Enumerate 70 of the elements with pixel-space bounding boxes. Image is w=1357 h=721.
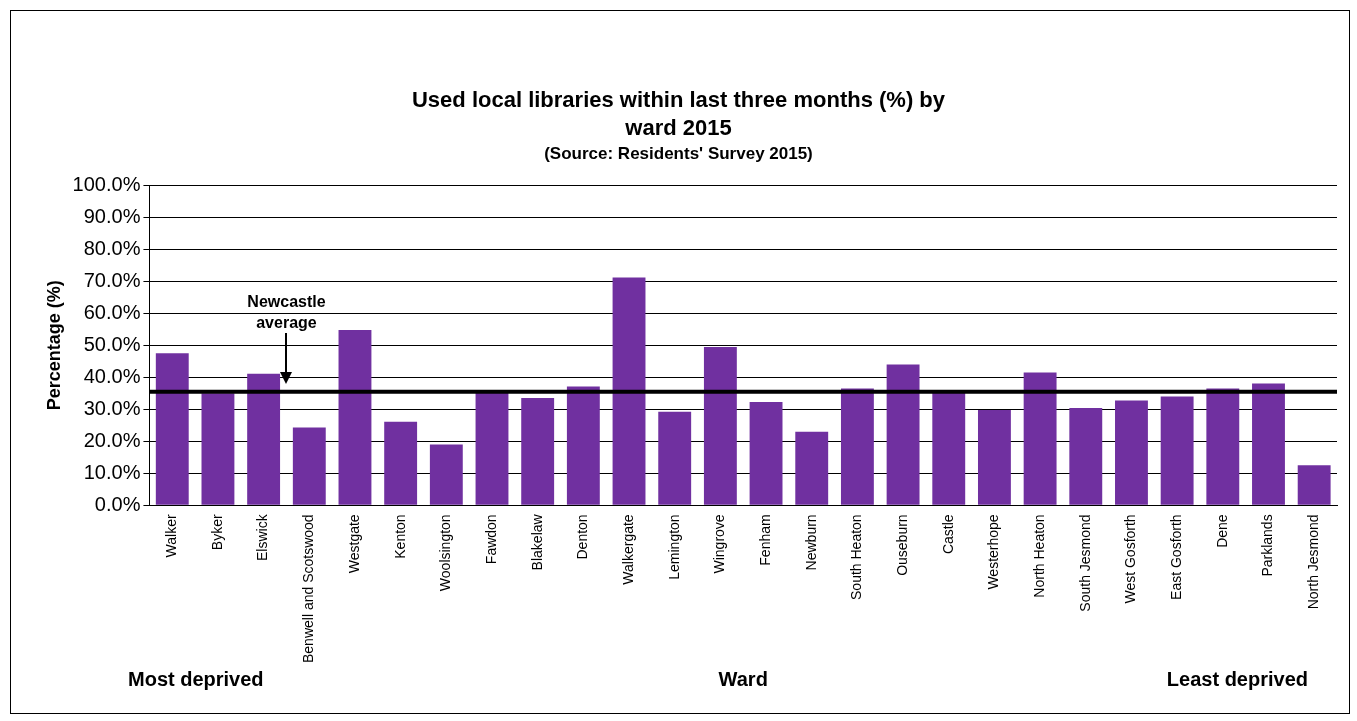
bar [932,391,966,505]
bar [155,353,189,505]
y-axis-title: Percentage (%) [43,280,64,411]
bar [292,427,326,505]
bar [977,409,1011,505]
bar [1160,396,1194,505]
bar [384,421,418,505]
bar [658,411,692,505]
bar [1115,400,1148,505]
x-tick-label: Westgate [345,514,362,574]
x-axis-title: Ward [718,667,768,690]
x-tick-label: Benwell and Scotswood [300,514,317,664]
y-tick-label: 70.0% [83,268,141,291]
x-tick-label: North Jesmond [1305,514,1322,610]
x-tick-label: South Heaton [848,514,865,600]
text: Most deprived [128,667,264,690]
y-tick-label: 40.0% [83,364,141,387]
x-tick-label: Walker [163,514,180,558]
bar [247,373,281,505]
bar [201,393,235,505]
x-tick-label: Lemington [665,514,682,580]
chart-subtitle: (Source: Residents' Survey 2015) [543,144,814,164]
text: Least deprived [1166,667,1308,690]
y-tick-label: 60.0% [83,300,141,323]
bar [1206,388,1240,505]
x-tick-label: Ouseburn [893,514,910,576]
bar [612,277,646,505]
bar [703,347,737,505]
bar [338,330,372,505]
x-tick-label: Elswick [254,513,271,562]
x-tick-label: Wingrove [711,514,728,574]
y-tick-label: 30.0% [83,396,141,419]
x-tick-label: Walkergate [619,514,636,585]
y-tick-label: 20.0% [83,428,141,451]
x-tick-label: Fenham [756,514,773,566]
bar [1252,383,1285,505]
bar [521,398,555,505]
x-tick-label: Dene [1213,514,1230,548]
x-tick-label: South Jesmond [1076,514,1093,612]
chart-title: Used local libraries within last three months (%) by ward 2015 [411,86,946,142]
bar [886,364,920,505]
y-tick-label: 90.0% [83,204,141,227]
bar [749,401,783,505]
x-tick-label: Byker [208,514,225,551]
y-tick-label: 80.0% [83,236,141,259]
bar [429,444,463,505]
x-tick-label: Woolsington [437,514,454,592]
x-tick-label: Denton [574,514,591,560]
x-tick-label: Newburn [802,514,819,571]
x-tick-label: Westerhope [985,514,1002,590]
bar [1069,407,1103,505]
x-tick-label: Blakelaw [528,513,545,571]
y-tick-label: 50.0% [83,332,141,355]
x-tick-label: Castle [939,514,956,555]
bar [840,388,874,505]
y-tick-label: 10.0% [83,460,141,483]
x-tick-label: Kenton [391,514,408,559]
bar [1297,465,1331,505]
y-tick-label: 0.0% [94,492,141,515]
y-tick-label: 100.0% [72,172,141,195]
x-tick-label: Parklands [1259,514,1276,577]
x-tick-label: Fawdon [482,514,499,565]
bar [795,431,829,505]
ref-line-label: Newcastle average [247,292,326,331]
x-tick-label: North Heaton [1030,514,1047,598]
bar [566,386,600,505]
x-tick-label: East Gosforth [1167,514,1184,600]
bar [1023,372,1057,505]
x-tick-label: West Gosforth [1122,514,1139,604]
bar [475,392,509,505]
